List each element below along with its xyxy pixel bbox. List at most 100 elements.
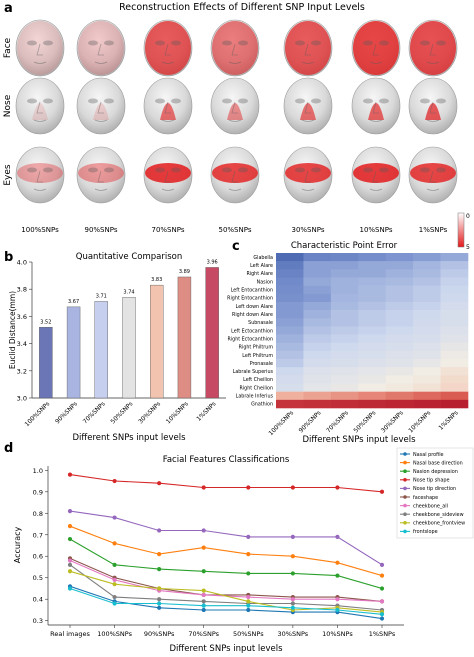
line-chart-legend: Nasal profile Nasal base direction Nasion … bbox=[396, 447, 474, 539]
heatmap-cell bbox=[385, 261, 414, 270]
panel-b-bar-chart: Quantitative Comparison Euclid Distance(… bbox=[8, 252, 226, 443]
face-render-eyes-3 bbox=[143, 146, 193, 204]
heatmap-cell bbox=[330, 391, 359, 401]
col-label-100: 100%SNPs bbox=[21, 226, 59, 234]
bar-5 bbox=[150, 284, 164, 399]
series-point bbox=[157, 481, 162, 486]
heatmap-cell bbox=[385, 334, 414, 344]
legend-entry-label: faceshape bbox=[413, 495, 438, 501]
heatmap-cell bbox=[440, 383, 469, 392]
nose-error-region bbox=[32, 103, 48, 120]
series-point bbox=[290, 534, 295, 540]
face-render-eyes-1 bbox=[15, 146, 65, 204]
bar-7 bbox=[205, 267, 219, 399]
series-point bbox=[157, 597, 162, 602]
heatmap-cell bbox=[276, 285, 304, 295]
eyes-error-region bbox=[17, 163, 63, 183]
series-point bbox=[290, 554, 295, 559]
left-eye-socket bbox=[155, 98, 165, 104]
heatmap-cell bbox=[276, 342, 304, 352]
panel-c-heatmap: Characteristic Point Error Different SNP… bbox=[227, 241, 469, 445]
face-render-nose-3 bbox=[143, 77, 193, 135]
bar-value-label: 3.96 bbox=[207, 259, 218, 265]
face-outline bbox=[76, 146, 126, 204]
right-eye-socket bbox=[104, 98, 114, 104]
heatmap-cell bbox=[276, 350, 304, 360]
heatmap-cell bbox=[440, 334, 469, 344]
legend-entry-label: Nose tip shape bbox=[413, 478, 449, 484]
face-error-region bbox=[212, 21, 258, 75]
nose-contour bbox=[164, 101, 171, 114]
line-chart-ytick-label: 1.0 bbox=[33, 467, 43, 475]
line-chart-ytick-label: 0.5 bbox=[33, 574, 43, 582]
face-render-eyes-6 bbox=[351, 146, 401, 204]
left-eye-socket bbox=[363, 98, 373, 104]
heatmap-cell bbox=[276, 334, 304, 344]
series-point bbox=[379, 612, 385, 617]
bar-value-label: 3.71 bbox=[96, 293, 107, 299]
heatmap-cell bbox=[413, 285, 441, 295]
nose-contour bbox=[372, 101, 379, 114]
heatmap-cell bbox=[330, 399, 359, 409]
face-render-eyes-5 bbox=[283, 146, 333, 204]
nose-error-region bbox=[160, 103, 176, 120]
right-eye-socket bbox=[238, 167, 248, 173]
bar-chart-xtick-label: 10%SNPs bbox=[165, 400, 190, 425]
heatmap-xtick-label: 50%SNPs bbox=[352, 409, 377, 434]
panel-d-letter: d bbox=[4, 441, 13, 456]
bar-value-label: 3.52 bbox=[40, 319, 51, 325]
right-eye-socket bbox=[311, 40, 321, 46]
series-point bbox=[157, 605, 162, 610]
series-point bbox=[379, 599, 385, 604]
heatmap-cell bbox=[303, 391, 332, 401]
heatmap-cell bbox=[303, 277, 332, 286]
series-point bbox=[157, 601, 162, 606]
heatmap-cell bbox=[413, 310, 441, 319]
series-point bbox=[201, 592, 206, 598]
right-eye-socket bbox=[43, 98, 53, 104]
right-eye-socket bbox=[379, 167, 389, 173]
heatmap-cell bbox=[413, 342, 441, 352]
series-line bbox=[69, 525, 383, 577]
legend-entry-label: Nasal base direction bbox=[413, 460, 463, 466]
mouth-contour bbox=[161, 188, 175, 191]
face-render-face-2 bbox=[76, 19, 126, 77]
series-point bbox=[201, 569, 206, 574]
nose-contour bbox=[304, 43, 311, 56]
line-chart-xtick-label: 90%SNPs bbox=[144, 630, 175, 638]
face-outline bbox=[15, 146, 65, 204]
heatmap-cell bbox=[440, 326, 469, 335]
mouth-contour bbox=[33, 119, 47, 122]
series-point bbox=[112, 478, 117, 484]
heatmap-cell bbox=[440, 269, 469, 278]
line-chart-xtick-label: 70%SNPs bbox=[188, 630, 219, 638]
bar-chart-ytick-label: 3.2 bbox=[17, 367, 27, 375]
heatmap-title: Characteristic Point Error bbox=[291, 241, 398, 251]
heatmap-cell bbox=[330, 285, 359, 295]
face-render-face-1 bbox=[15, 19, 65, 77]
right-eye-socket bbox=[311, 98, 321, 104]
series-point bbox=[112, 562, 117, 567]
right-eye-socket bbox=[436, 40, 446, 46]
mouth-contour bbox=[369, 61, 383, 64]
mouth-contour bbox=[369, 119, 383, 122]
heatmap-row-label: Left Alare bbox=[250, 263, 273, 269]
series-point bbox=[379, 616, 385, 621]
series-line bbox=[69, 510, 383, 566]
heatmap-cell bbox=[358, 285, 387, 295]
right-eye-socket bbox=[43, 167, 53, 173]
left-eye-socket bbox=[222, 40, 232, 46]
heatmap-cell bbox=[276, 391, 304, 401]
heatmap-cell bbox=[303, 334, 332, 344]
line-chart-ylabel: Accuracy bbox=[13, 526, 22, 563]
heatmap-cell bbox=[330, 318, 359, 327]
series-point bbox=[112, 541, 117, 546]
line-chart-ytick-label: 0.7 bbox=[33, 531, 43, 539]
heatmap-cell bbox=[440, 310, 469, 319]
heatmap-cell bbox=[330, 359, 359, 368]
bar-chart-xtick-label: 30%SNPs bbox=[137, 400, 162, 425]
heatmap-cell bbox=[385, 293, 414, 303]
heatmap-row-label: Left Philtrum bbox=[242, 353, 273, 359]
legend-swatch-marker bbox=[403, 460, 407, 465]
series-line bbox=[69, 474, 383, 493]
